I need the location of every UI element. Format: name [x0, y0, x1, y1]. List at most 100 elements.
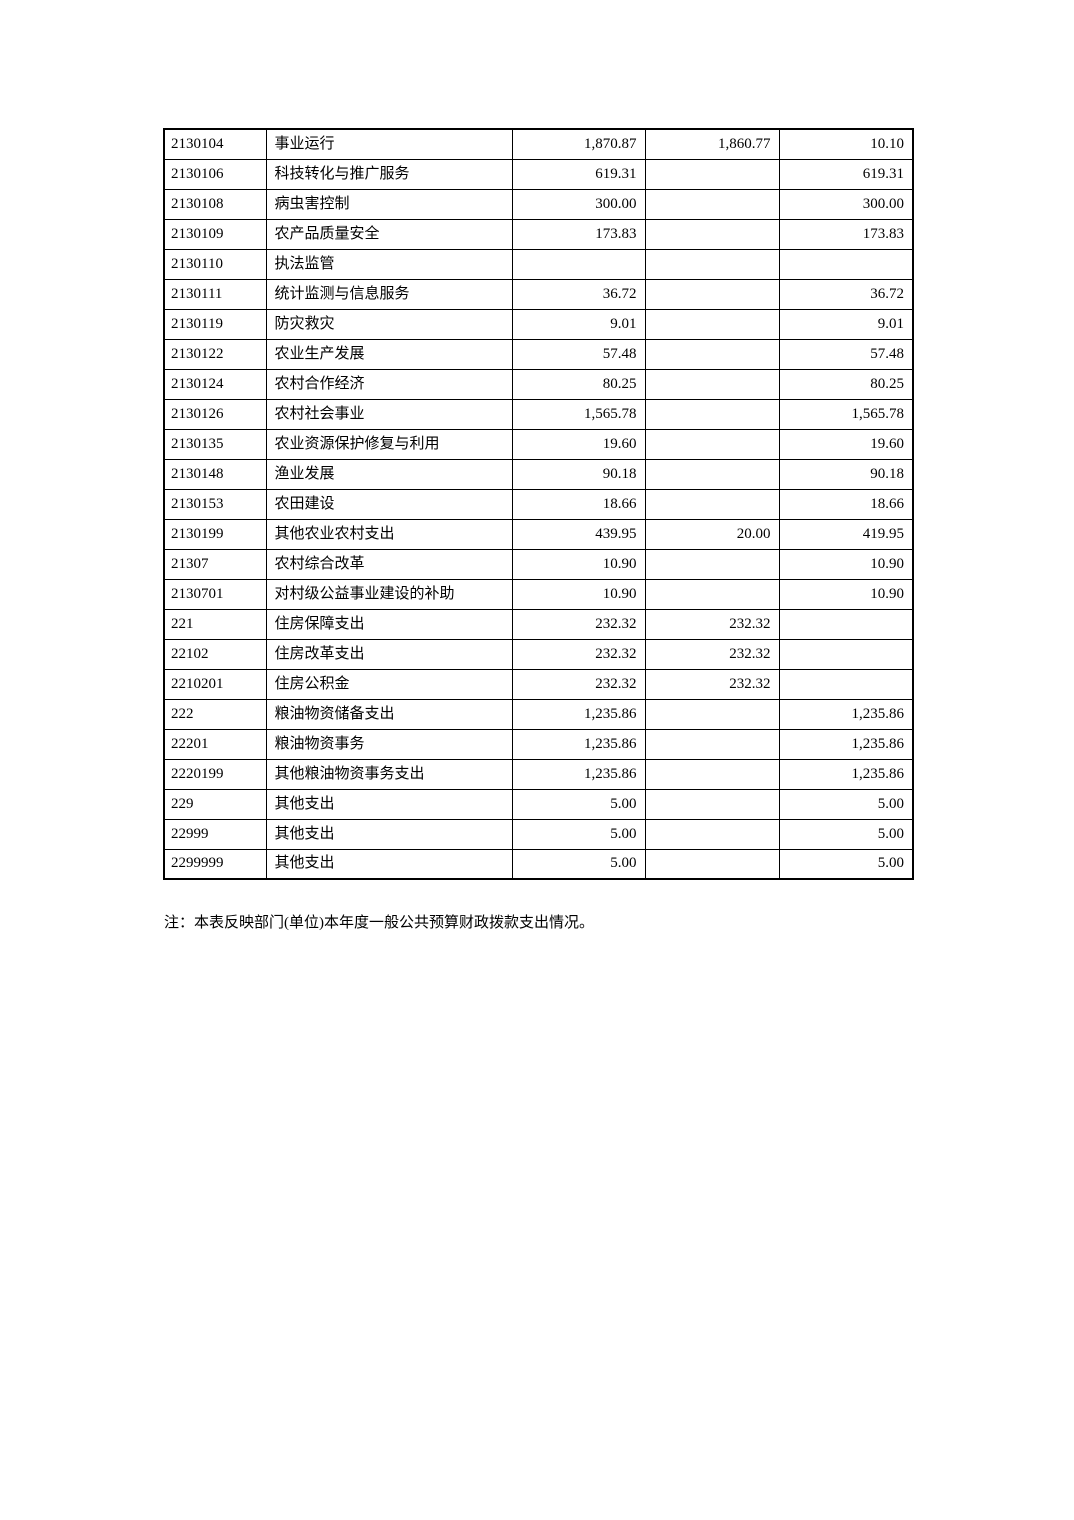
cell-code: 2299999	[163, 848, 267, 880]
cell-amount-2	[644, 248, 780, 280]
cell-code: 2130135	[163, 428, 267, 460]
cell-name: 其他支出	[265, 788, 513, 820]
cell-amount-2	[644, 188, 780, 220]
table-row: 2130148 渔业发展 90.18 90.18	[163, 458, 914, 490]
cell-amount-3: 1,235.86	[778, 758, 914, 790]
cell-amount-2	[644, 368, 780, 400]
cell-name: 事业运行	[265, 128, 513, 160]
cell-amount-2: 232.32	[644, 668, 780, 700]
cell-amount-3: 80.25	[778, 368, 914, 400]
cell-name: 农村合作经济	[265, 368, 513, 400]
cell-code: 2130148	[163, 458, 267, 490]
table-row: 229 其他支出 5.00 5.00	[163, 788, 914, 820]
cell-amount-1: 10.90	[511, 548, 646, 580]
cell-amount-2	[644, 308, 780, 340]
cell-amount-2	[644, 218, 780, 250]
cell-amount-2	[644, 818, 780, 850]
cell-amount-2: 232.32	[644, 608, 780, 640]
cell-amount-3: 10.90	[778, 578, 914, 610]
table-row: 2130122 农业生产发展 57.48 57.48	[163, 338, 914, 370]
table-row: 2130701 对村级公益事业建设的补助 10.90 10.90	[163, 578, 914, 610]
cell-code: 2130109	[163, 218, 267, 250]
table-row: 222 粮油物资储备支出 1,235.86 1,235.86	[163, 698, 914, 730]
table-row: 22201 粮油物资事务 1,235.86 1,235.86	[163, 728, 914, 760]
cell-amount-1: 232.32	[511, 638, 646, 670]
table-row: 2130104 事业运行 1,870.87 1,860.77 10.10	[163, 128, 914, 160]
cell-name: 农村社会事业	[265, 398, 513, 430]
cell-amount-1: 19.60	[511, 428, 646, 460]
cell-code: 2130108	[163, 188, 267, 220]
budget-table-body: 2130104 事业运行 1,870.87 1,860.77 10.10 2130106 科…	[163, 128, 914, 880]
table-row: 2130119 防灾救灾 9.01 9.01	[163, 308, 914, 340]
cell-code: 2130126	[163, 398, 267, 430]
cell-amount-1: 619.31	[511, 158, 646, 190]
cell-name: 渔业发展	[265, 458, 513, 490]
table-row: 2130109 农产品质量安全 173.83 173.83	[163, 218, 914, 250]
table-row: 2130153 农田建设 18.66 18.66	[163, 488, 914, 520]
cell-code: 21307	[163, 548, 267, 580]
table-row: 2210201 住房公积金 232.32 232.32	[163, 668, 914, 700]
cell-code: 2130122	[163, 338, 267, 370]
cell-amount-3: 19.60	[778, 428, 914, 460]
cell-code: 2130110	[163, 248, 267, 280]
cell-amount-1: 300.00	[511, 188, 646, 220]
table-row: 2130124 农村合作经济 80.25 80.25	[163, 368, 914, 400]
cell-amount-2	[644, 398, 780, 430]
table-row: 2130108 病虫害控制 300.00 300.00	[163, 188, 914, 220]
cell-amount-3	[778, 608, 914, 640]
table-row: 2299999 其他支出 5.00 5.00	[163, 848, 914, 880]
table-row: 2130110 执法监管	[163, 248, 914, 280]
cell-amount-1: 9.01	[511, 308, 646, 340]
cell-amount-3: 5.00	[778, 848, 914, 880]
cell-amount-3: 5.00	[778, 788, 914, 820]
cell-name: 统计监测与信息服务	[265, 278, 513, 310]
cell-amount-3: 10.90	[778, 548, 914, 580]
cell-amount-1	[511, 248, 646, 280]
cell-amount-2	[644, 338, 780, 370]
cell-code: 2210201	[163, 668, 267, 700]
cell-amount-3: 5.00	[778, 818, 914, 850]
budget-expenditure-table: 2130104 事业运行 1,870.87 1,860.77 10.10 2130106 科…	[163, 128, 914, 880]
cell-name: 农产品质量安全	[265, 218, 513, 250]
cell-amount-1: 1,235.86	[511, 758, 646, 790]
cell-amount-2	[644, 458, 780, 490]
table-row: 2130111 统计监测与信息服务 36.72 36.72	[163, 278, 914, 310]
cell-amount-3: 1,235.86	[778, 728, 914, 760]
cell-amount-1: 1,565.78	[511, 398, 646, 430]
table-row: 2130199 其他农业农村支出 439.95 20.00 419.95	[163, 518, 914, 550]
cell-amount-2	[644, 788, 780, 820]
cell-amount-3: 36.72	[778, 278, 914, 310]
cell-name: 其他粮油物资事务支出	[265, 758, 513, 790]
cell-name: 农业生产发展	[265, 338, 513, 370]
table-row: 2130135 农业资源保护修复与利用 19.60 19.60	[163, 428, 914, 460]
cell-amount-2	[644, 278, 780, 310]
table-footnote: 注：本表反映部门(单位)本年度一般公共预算财政拨款支出情况。	[164, 915, 594, 931]
cell-amount-1: 5.00	[511, 818, 646, 850]
table-row: 2130126 农村社会事业 1,565.78 1,565.78	[163, 398, 914, 430]
cell-amount-2	[644, 578, 780, 610]
cell-amount-3: 173.83	[778, 218, 914, 250]
cell-amount-3: 1,235.86	[778, 698, 914, 730]
cell-name: 粮油物资储备支出	[265, 698, 513, 730]
cell-amount-1: 1,870.87	[511, 128, 646, 160]
cell-amount-1: 18.66	[511, 488, 646, 520]
cell-amount-3: 1,565.78	[778, 398, 914, 430]
cell-name: 住房保障支出	[265, 608, 513, 640]
cell-name: 其他农业农村支出	[265, 518, 513, 550]
cell-code: 22102	[163, 638, 267, 670]
cell-amount-3: 18.66	[778, 488, 914, 520]
cell-code: 22201	[163, 728, 267, 760]
cell-amount-3	[778, 248, 914, 280]
cell-code: 229	[163, 788, 267, 820]
table-row: 22102 住房改革支出 232.32 232.32	[163, 638, 914, 670]
cell-name: 住房公积金	[265, 668, 513, 700]
cell-amount-1: 80.25	[511, 368, 646, 400]
cell-amount-1: 232.32	[511, 608, 646, 640]
cell-amount-2: 20.00	[644, 518, 780, 550]
cell-name: 农村综合改革	[265, 548, 513, 580]
table-row: 22999 其他支出 5.00 5.00	[163, 818, 914, 850]
cell-amount-1: 439.95	[511, 518, 646, 550]
cell-amount-2: 1,860.77	[644, 128, 780, 160]
cell-amount-3: 90.18	[778, 458, 914, 490]
